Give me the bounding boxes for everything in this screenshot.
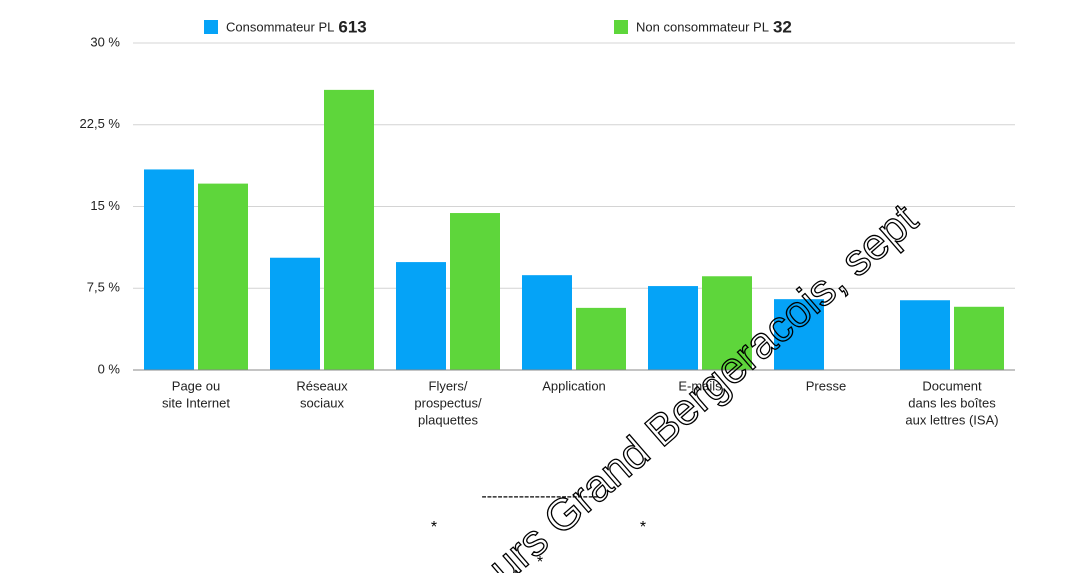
x-tick-label: dans les boîtes — [908, 395, 996, 410]
y-tick-label: 0 % — [98, 361, 121, 376]
x-tick-label: sociaux — [300, 395, 345, 410]
star: * — [431, 519, 437, 536]
x-tick-label: Application — [542, 378, 606, 393]
x-tick-label: Réseaux — [296, 378, 348, 393]
bar — [270, 257, 320, 370]
legend-label: Consommateur PL — [226, 19, 334, 34]
y-tick-label: 7,5 % — [87, 280, 121, 295]
x-tick-label: Document — [922, 378, 982, 393]
y-tick-label: 30 % — [90, 34, 120, 49]
bar — [648, 286, 698, 370]
separator: ---------------------- — [481, 488, 598, 505]
x-tick-label: Page ou — [172, 378, 220, 393]
star: * — [537, 554, 543, 571]
bar — [576, 307, 626, 370]
bar — [450, 213, 500, 370]
legend-label: Non consommateur PL — [636, 19, 769, 34]
legend-swatch — [614, 20, 628, 34]
x-tick-label: plaquettes — [418, 412, 478, 427]
x-tick-label: E-mails — [678, 378, 722, 393]
bar — [324, 89, 374, 371]
bar — [396, 262, 446, 370]
bar — [954, 306, 1004, 370]
bar — [198, 183, 248, 370]
y-tick-label: 15 % — [90, 198, 120, 213]
x-tick-label: prospectus/ — [414, 395, 482, 410]
bar — [774, 299, 824, 370]
x-tick-label: site Internet — [162, 395, 230, 410]
legend-count: 32 — [773, 17, 792, 36]
star: * — [640, 519, 646, 536]
x-tick-label: Flyers/ — [429, 378, 468, 393]
x-tick-label: aux lettres (ISA) — [905, 412, 998, 427]
bar — [702, 276, 752, 370]
bar — [900, 300, 950, 370]
legend-swatch — [204, 20, 218, 34]
x-tick-label: Presse — [806, 378, 846, 393]
bar — [144, 169, 194, 370]
y-tick-label: 22,5 % — [80, 116, 121, 131]
legend-count: 613 — [338, 17, 366, 36]
bar — [522, 275, 572, 370]
